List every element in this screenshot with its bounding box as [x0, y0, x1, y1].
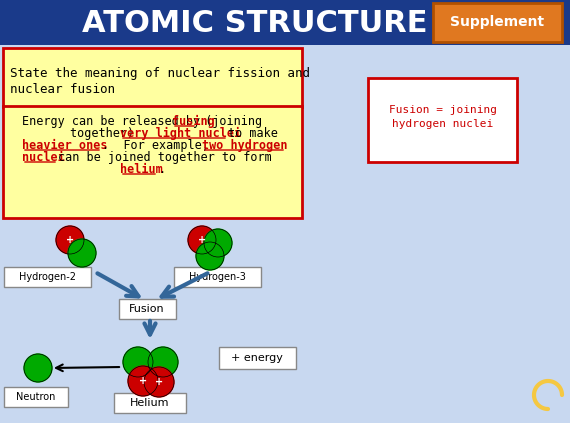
Text: ATOMIC STRUCTURE: ATOMIC STRUCTURE [82, 8, 428, 38]
Text: Hydrogen-2: Hydrogen-2 [18, 272, 75, 282]
FancyBboxPatch shape [119, 299, 176, 319]
Circle shape [68, 239, 96, 267]
Text: State the meaning of nuclear fission and: State the meaning of nuclear fission and [10, 67, 310, 80]
Text: heavier ones: heavier ones [22, 139, 108, 152]
Text: .: . [158, 163, 165, 176]
Text: fusing: fusing [172, 115, 215, 128]
Text: .  For example,: . For example, [102, 139, 216, 152]
Text: two hydrogen: two hydrogen [202, 139, 287, 152]
Circle shape [148, 347, 178, 377]
Circle shape [144, 367, 174, 397]
Circle shape [196, 242, 224, 270]
FancyBboxPatch shape [219, 347, 296, 369]
Text: together): together) [70, 127, 141, 140]
Text: nuclear fusion: nuclear fusion [10, 83, 115, 96]
FancyBboxPatch shape [4, 267, 91, 287]
Text: Fusion = joining: Fusion = joining [389, 105, 497, 115]
FancyBboxPatch shape [174, 267, 261, 287]
Text: Neutron: Neutron [17, 392, 56, 402]
Text: very light nuclei: very light nuclei [120, 127, 249, 140]
Text: to make: to make [228, 127, 278, 140]
Circle shape [56, 226, 84, 254]
Text: hydrogen nuclei: hydrogen nuclei [392, 119, 494, 129]
Circle shape [123, 347, 153, 377]
Text: Supplement: Supplement [450, 15, 544, 29]
Text: +: + [139, 376, 147, 386]
Text: Energy can be released by: Energy can be released by [22, 115, 207, 128]
Text: helium: helium [120, 163, 163, 176]
Text: +: + [66, 235, 74, 245]
Text: +: + [155, 377, 163, 387]
Text: Fusion: Fusion [129, 304, 165, 314]
Text: (joining: (joining [198, 115, 262, 128]
Text: can be joined together to form: can be joined together to form [58, 151, 272, 164]
Circle shape [24, 354, 52, 382]
FancyBboxPatch shape [3, 106, 302, 218]
Text: +: + [198, 235, 206, 245]
Text: + energy: + energy [231, 353, 283, 363]
FancyBboxPatch shape [0, 0, 570, 45]
FancyBboxPatch shape [368, 78, 517, 162]
Circle shape [204, 229, 232, 257]
Circle shape [188, 226, 216, 254]
FancyBboxPatch shape [433, 3, 562, 42]
FancyBboxPatch shape [114, 393, 186, 413]
Text: Hydrogen-3: Hydrogen-3 [189, 272, 246, 282]
Text: Helium: Helium [131, 398, 170, 408]
Circle shape [128, 366, 158, 396]
FancyBboxPatch shape [4, 387, 68, 407]
FancyBboxPatch shape [3, 48, 302, 107]
Text: nuclei: nuclei [22, 151, 72, 164]
